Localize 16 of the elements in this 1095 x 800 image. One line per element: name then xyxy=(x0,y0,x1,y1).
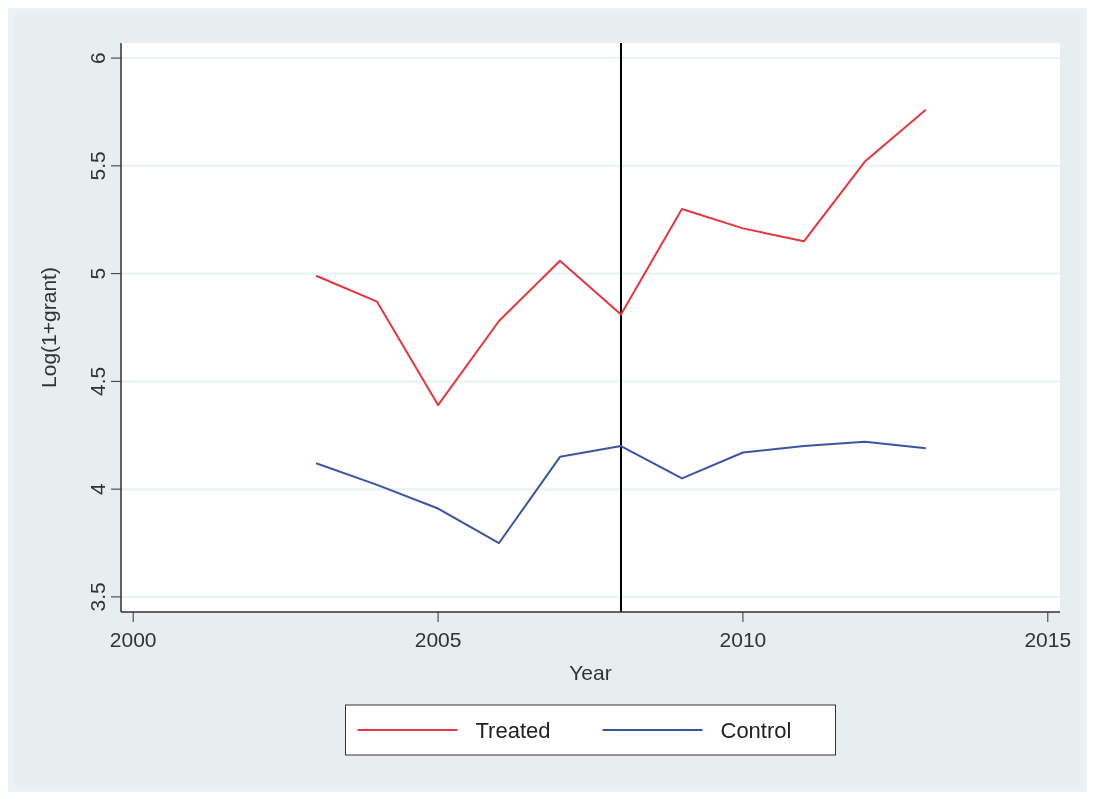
x-tick-label: 2010 xyxy=(719,628,767,651)
y-tick-label: 5.5 xyxy=(86,151,109,181)
y-tick-label: 4.5 xyxy=(86,366,109,396)
x-axis-title: Year xyxy=(569,661,612,684)
y-tick-label: 5 xyxy=(86,267,109,280)
y-tick-label: 4 xyxy=(86,482,109,495)
y-tick-label: 6 xyxy=(86,52,109,64)
x-tick-label: 2005 xyxy=(414,628,462,651)
x-tick-label: 2000 xyxy=(109,628,157,651)
legend-label: Control xyxy=(720,718,792,743)
y-tick-label: 3.5 xyxy=(86,582,109,612)
y-axis-title: Log(1+grant) xyxy=(37,267,60,388)
line-series xyxy=(315,440,927,545)
legend-label: Treated xyxy=(475,718,551,743)
line-series xyxy=(315,108,927,407)
x-tick-label: 2015 xyxy=(1024,628,1072,651)
